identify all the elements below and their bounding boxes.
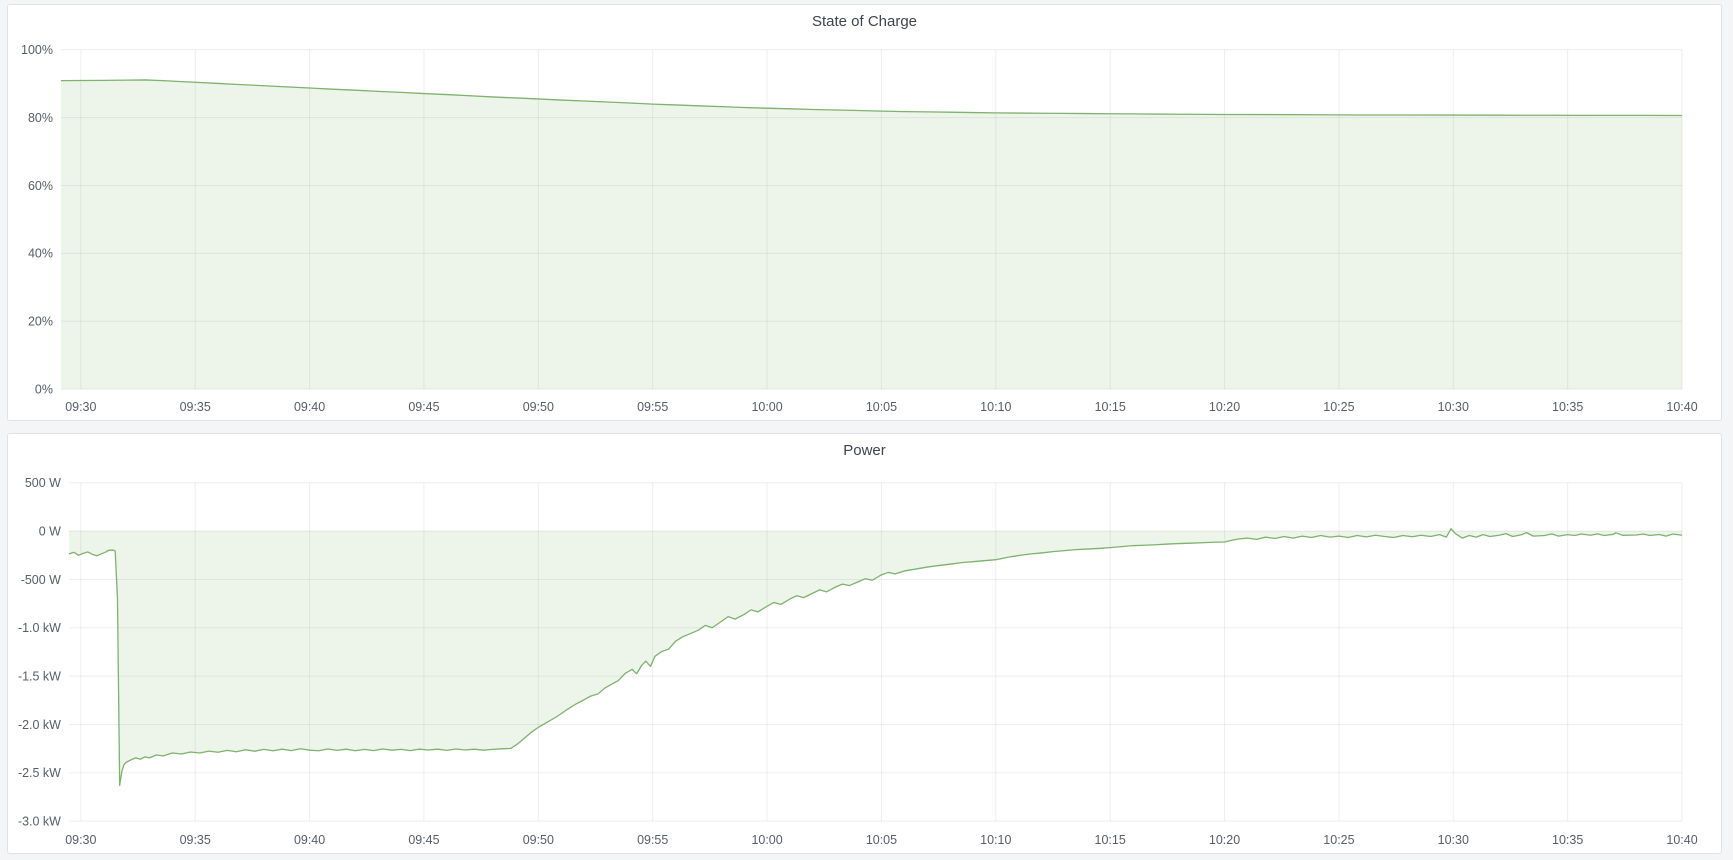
y-axis-labels: 0% 20% 40% 60% 80% 100% [21, 43, 53, 396]
x-tick-label: 10:10 [980, 400, 1011, 414]
y-tick-label: -2.0 kW [18, 718, 61, 732]
x-tick-label: 09:30 [65, 833, 96, 847]
x-tick-label: 10:35 [1552, 400, 1583, 414]
panel-state-of-charge: State of Charge 0% 20% 40% 60% 80% 100% 09:30 0… [7, 4, 1722, 421]
x-tick-label: 09:45 [408, 400, 439, 414]
x-tick-label: 09:45 [408, 833, 439, 847]
x-tick-label: 09:55 [637, 833, 668, 847]
grid [60, 49, 1683, 390]
x-tick-label: 10:10 [980, 833, 1011, 847]
x-tick-label: 09:55 [637, 400, 668, 414]
x-tick-label: 10:35 [1552, 833, 1583, 847]
x-tick-label: 10:20 [1209, 400, 1240, 414]
y-tick-label: 0 W [39, 524, 61, 538]
panel-title-state-of-charge[interactable]: State of Charge [811, 13, 918, 30]
x-tick-label: 09:40 [294, 400, 325, 414]
x-tick-label: 09:50 [523, 833, 554, 847]
x-tick-label: 10:00 [751, 833, 782, 847]
y-tick-label: -1.5 kW [18, 670, 61, 684]
x-tick-label: 10:05 [866, 400, 897, 414]
x-tick-label: 10:25 [1323, 833, 1354, 847]
series-power [68, 528, 1683, 787]
series-line [68, 528, 1683, 787]
y-tick-label: -3.0 kW [18, 815, 61, 829]
x-axis-labels: 09:30 09:35 09:40 09:45 09:50 09:55 10:00 10:05… [65, 833, 1698, 847]
x-tick-label: 10:15 [1095, 833, 1126, 847]
y-tick-label: 100% [21, 43, 53, 57]
y-tick-label: 80% [28, 111, 53, 125]
panel-title-power[interactable]: Power [843, 442, 886, 459]
x-axis-labels: 09:30 09:35 09:40 09:45 09:50 09:55 10:00 10:05… [65, 400, 1698, 414]
x-tick-label: 10:30 [1438, 833, 1469, 847]
y-tick-label: 40% [28, 247, 53, 261]
y-tick-label: 20% [28, 315, 53, 329]
x-tick-label: 09:50 [523, 400, 554, 414]
panel-power: Power 500 W 0 W -500 W -1.0 kW -1.5 kW -2.0 k… [7, 433, 1722, 854]
x-tick-label: 10:25 [1323, 400, 1354, 414]
y-tick-label: 0% [35, 383, 53, 397]
x-tick-label: 10:40 [1666, 400, 1697, 414]
x-tick-label: 09:40 [294, 833, 325, 847]
series-area [68, 528, 1683, 786]
x-tick-label: 09:35 [180, 400, 211, 414]
y-tick-label: -1.0 kW [18, 621, 61, 635]
x-tick-label: 10:00 [751, 400, 782, 414]
soc-chart-plot[interactable]: 0%20%40%60%80%100%09:30 09:35 09:40 09:45 09… [8, 5, 1721, 420]
x-tick-label: 10:20 [1209, 833, 1240, 847]
x-tick-label: 10:30 [1438, 400, 1469, 414]
y-axis-labels: 500 W 0 W -500 W -1.0 kW -1.5 kW -2.0 kW -2.5 … [18, 476, 61, 828]
y-tick-label: -2.5 kW [18, 766, 61, 780]
x-tick-label: 10:40 [1666, 833, 1697, 847]
grid [68, 482, 1683, 822]
x-tick-label: 10:15 [1095, 400, 1126, 414]
power-chart-plot[interactable]: 500 W 0 W -500 W -1.0 kW -1.5 kW -2.0 kW -2.5 … [8, 434, 1721, 853]
x-tick-label: 10:05 [866, 833, 897, 847]
x-tick-label: 09:35 [180, 833, 211, 847]
y-tick-label: -500 W [21, 573, 61, 587]
y-tick-label: 500 W [25, 476, 61, 490]
series-line [60, 79, 1683, 117]
series-state-of-charge [60, 79, 1683, 390]
x-tick-label: 09:30 [65, 400, 96, 414]
y-tick-label: 60% [28, 179, 53, 193]
series-area [60, 79, 1683, 390]
